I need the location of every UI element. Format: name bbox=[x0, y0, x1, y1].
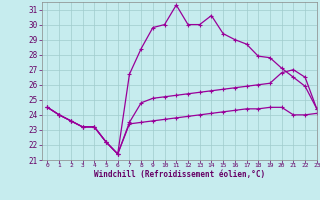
X-axis label: Windchill (Refroidissement éolien,°C): Windchill (Refroidissement éolien,°C) bbox=[94, 170, 265, 179]
